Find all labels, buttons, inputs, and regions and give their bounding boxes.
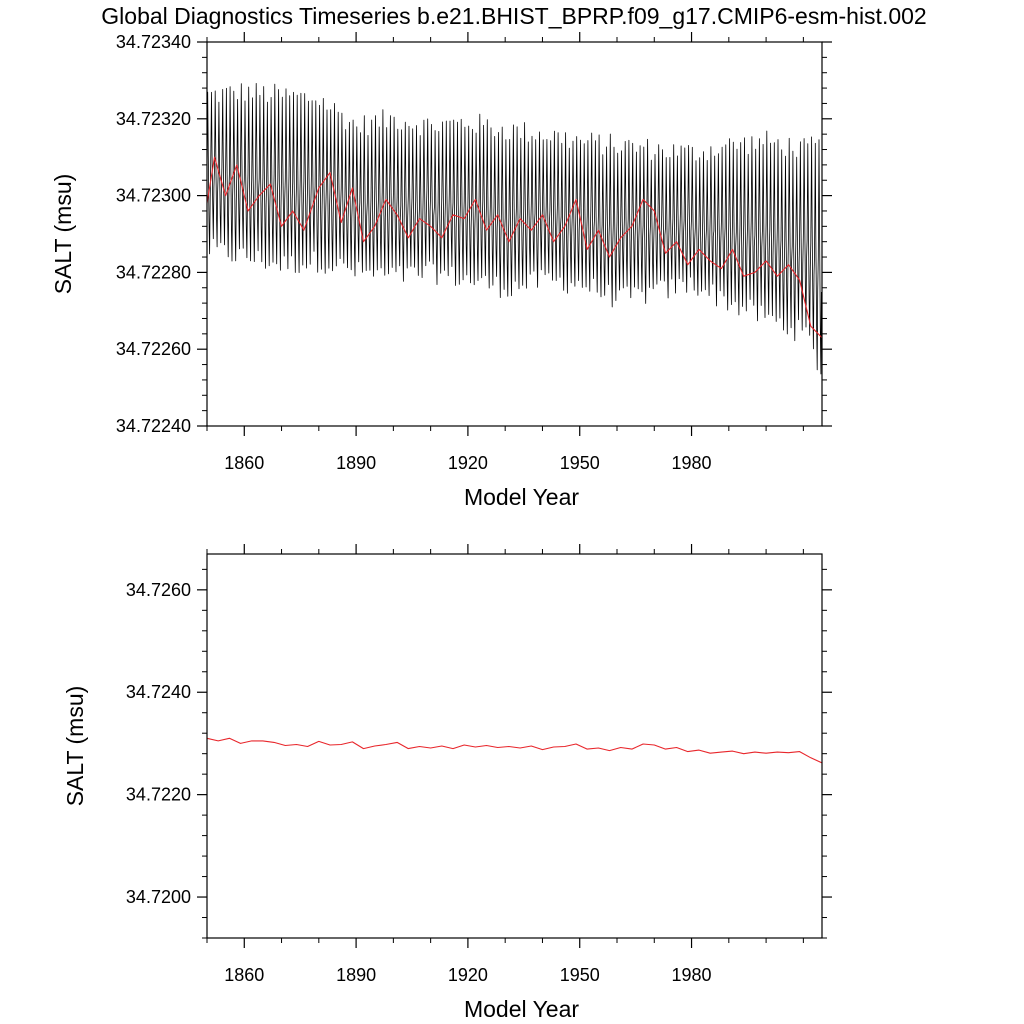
x-tick-label: 1890 bbox=[336, 453, 376, 473]
x-tick-label: 1890 bbox=[336, 965, 376, 985]
y-tick-label: 34.72320 bbox=[116, 109, 191, 129]
x-tick-label: 1980 bbox=[672, 453, 712, 473]
y-axis-label: SALT (msu) bbox=[50, 174, 76, 295]
x-tick-label: 1860 bbox=[224, 965, 264, 985]
x-tick-label: 1920 bbox=[448, 965, 488, 985]
series-line-annual-mean bbox=[206, 737, 823, 764]
x-tick-label: 1950 bbox=[560, 453, 600, 473]
y-tick-label: 34.7260 bbox=[126, 580, 191, 600]
x-axis-label: Model Year bbox=[464, 996, 579, 1022]
series-line-annual-mean bbox=[206, 156, 823, 339]
plot-frame bbox=[206, 553, 823, 939]
x-tick-label: 1860 bbox=[224, 453, 264, 473]
y-tick-label: 34.7220 bbox=[126, 785, 191, 805]
figure-title: Global Diagnostics Timeseries b.e21.BHIS… bbox=[101, 3, 926, 29]
y-tick-label: 34.72260 bbox=[116, 339, 191, 359]
y-tick-label: 34.72240 bbox=[116, 416, 191, 436]
x-tick-label: 1950 bbox=[560, 965, 600, 985]
y-tick-label: 34.72340 bbox=[116, 32, 191, 52]
y-axis-label: SALT (msu) bbox=[62, 686, 88, 807]
bottom-panel: 1860 1890 1920 1950 1980 34.7200 34.7220 34.724… bbox=[62, 544, 832, 1022]
plot-frame bbox=[206, 41, 823, 427]
y-tick-label: 34.72280 bbox=[116, 262, 191, 282]
series-line-monthly bbox=[206, 83, 822, 375]
x-tick-label: 1980 bbox=[672, 965, 712, 985]
x-tick-label: 1920 bbox=[448, 453, 488, 473]
y-tick-label: 34.72300 bbox=[116, 186, 191, 206]
y-tick-label: 34.7240 bbox=[126, 682, 191, 702]
top-panel: 1860 1890 1920 1950 1980 34.72240 34.72260 34.7… bbox=[50, 32, 832, 510]
x-axis-label: Model Year bbox=[464, 484, 579, 510]
y-tick-label: 34.7200 bbox=[126, 887, 191, 907]
